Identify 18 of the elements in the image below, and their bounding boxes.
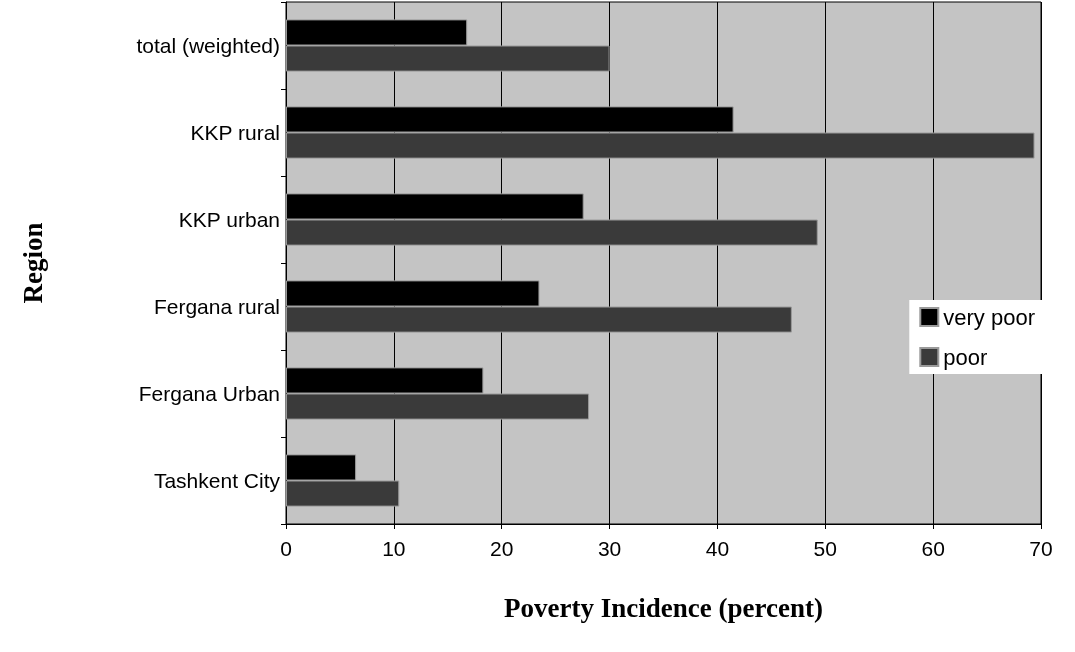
x-tick-label: 10 <box>382 537 406 560</box>
x-tick-label: 0 <box>280 537 292 560</box>
x-tick-label: 50 <box>813 537 837 560</box>
y-tick-label: Fergana Urban <box>138 382 280 405</box>
y-tick-label: Fergana rural <box>153 295 280 318</box>
legend-label: very poor <box>943 304 1036 330</box>
y-tick-label: total (weighted) <box>136 34 280 57</box>
legend-label: poor <box>943 344 988 370</box>
x-tick-label: 20 <box>490 537 514 560</box>
y-tick-label: KKP rural <box>190 121 280 144</box>
x-tick-label: 40 <box>705 537 730 560</box>
x-tick-label: 60 <box>921 537 945 560</box>
x-tick-label: 70 <box>1029 537 1053 560</box>
y-axis-title: Region <box>17 222 48 304</box>
x-axis-title: Poverty Incidence (percent) <box>504 592 823 623</box>
y-tick-label: KKP urban <box>178 208 280 231</box>
y-tick-label: Tashkent City <box>153 469 281 492</box>
x-tick-label: 30 <box>597 537 622 560</box>
